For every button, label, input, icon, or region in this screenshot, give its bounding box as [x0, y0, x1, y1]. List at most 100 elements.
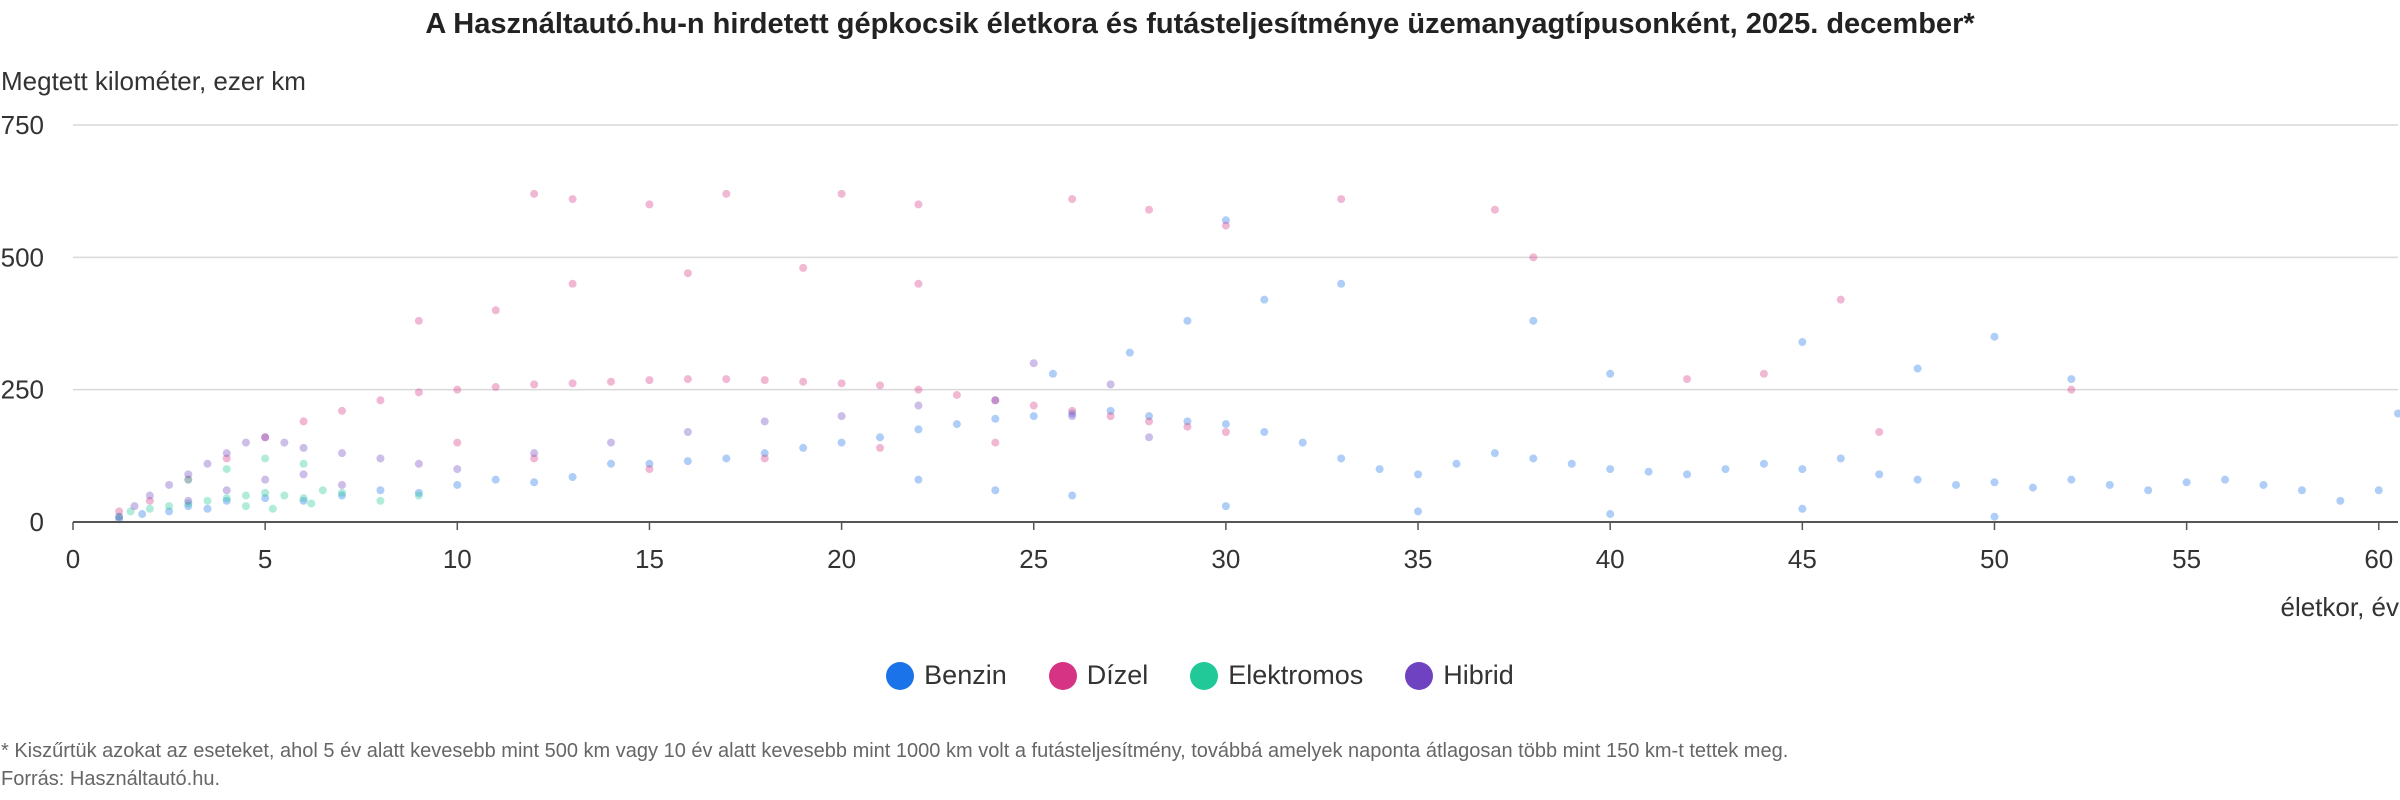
- point-dízel-36: [1068, 195, 1077, 204]
- point-dízel-24: [1029, 401, 1038, 410]
- point-hibrid-1: [130, 502, 139, 511]
- point-dízel-4: [261, 433, 270, 442]
- point-elektromos-21: [307, 499, 316, 508]
- point-benzin-2: [165, 507, 174, 516]
- point-benzin-4: [203, 504, 212, 513]
- point-hibrid-14: [453, 465, 462, 474]
- point-dízel-46: [2067, 385, 2076, 394]
- point-dízel-43: [1683, 375, 1692, 384]
- point-elektromos-16: [222, 465, 231, 474]
- point-elektromos-7: [241, 491, 250, 500]
- point-benzin-63: [1990, 332, 1999, 341]
- point-benzin-80: [1606, 510, 1615, 519]
- point-benzin-62: [2394, 409, 2400, 418]
- point-elektromos-6: [222, 494, 231, 503]
- footnote: * Kiszűrtük azokat az eseteket, ahol 5 é…: [1, 740, 1789, 762]
- legend-item-hibrid[interactable]: Hibrid: [1405, 660, 1514, 691]
- point-benzin-44: [1721, 465, 1730, 474]
- legend-item-benzin[interactable]: Benzin: [886, 660, 1007, 691]
- x-axis-label: életkor, év: [2280, 592, 2399, 622]
- point-hibrid-4: [184, 470, 193, 479]
- point-benzin-10: [414, 488, 423, 497]
- point-hibrid-11: [338, 449, 347, 458]
- point-dízel-38: [1221, 221, 1230, 230]
- point-benzin-33: [1298, 438, 1307, 447]
- point-dízel-7: [376, 396, 385, 405]
- point-benzin-11: [453, 480, 462, 489]
- point-benzin-61: [2374, 486, 2383, 495]
- point-benzin-29: [1145, 412, 1154, 421]
- point-hibrid-29: [1029, 359, 1038, 368]
- point-benzin-41: [1606, 465, 1615, 474]
- point-elektromos-15: [184, 475, 193, 484]
- gridlines: [73, 124, 2398, 391]
- point-hibrid-26: [261, 475, 270, 484]
- point-dízel-12: [568, 379, 577, 388]
- point-benzin-71: [1260, 295, 1269, 304]
- point-hibrid-25: [222, 486, 231, 495]
- point-elektromos-11: [318, 486, 327, 495]
- point-benzin-76: [991, 486, 1000, 495]
- x-tick-label-20: 20: [827, 544, 856, 574]
- point-benzin-67: [1606, 369, 1615, 378]
- point-benzin-30: [1183, 417, 1192, 426]
- point-benzin-18: [722, 454, 731, 463]
- point-benzin-54: [2105, 480, 2114, 489]
- point-hibrid-20: [914, 401, 923, 410]
- point-hibrid-10: [299, 443, 308, 452]
- point-benzin-34: [1337, 454, 1346, 463]
- point-benzin-46: [1798, 465, 1807, 474]
- x-tick-label-5: 5: [258, 544, 272, 574]
- source-note: Forrás: Használtautó.hu.: [1, 768, 220, 790]
- legend-label-hibrid: Hibrid: [1443, 660, 1514, 690]
- point-dízel-53: [645, 465, 654, 474]
- y-axis-ticks: 0 250 500 750: [1, 110, 44, 537]
- point-benzin-75: [1068, 491, 1077, 500]
- legend-dot-dizel: [1048, 661, 1077, 690]
- point-benzin-28: [1106, 406, 1115, 415]
- point-dízel-49: [683, 269, 692, 278]
- point-benzin-7: [299, 496, 308, 505]
- point-dízel-32: [645, 200, 654, 209]
- series-benzin: [115, 216, 2400, 524]
- point-dízel-26: [1106, 412, 1115, 421]
- point-dízel-18: [799, 377, 808, 386]
- point-dízel-48: [568, 279, 577, 288]
- x-tick-label-10: 10: [443, 544, 472, 574]
- point-elektromos-17: [261, 454, 270, 463]
- point-benzin-31: [1221, 420, 1230, 429]
- legend-item-elektromos[interactable]: Elektromos: [1190, 660, 1363, 691]
- point-dízel-8: [414, 388, 423, 397]
- point-dízel-52: [414, 316, 423, 325]
- point-dízel-14: [645, 376, 654, 385]
- point-benzin-52: [2028, 483, 2037, 492]
- point-benzin-74: [1048, 369, 1057, 378]
- point-benzin-65: [1913, 364, 1922, 373]
- point-dízel-5: [299, 417, 308, 426]
- y-tick-label-750: 750: [1, 110, 44, 140]
- point-benzin-8: [338, 491, 347, 500]
- point-hibrid-17: [683, 428, 692, 437]
- point-benzin-69: [1337, 279, 1346, 288]
- point-dízel-31: [568, 195, 577, 204]
- point-dízel-39: [1337, 195, 1346, 204]
- point-hibrid-30: [1106, 380, 1115, 389]
- point-benzin-60: [2336, 496, 2345, 505]
- y-axis-label: Megtett kilométer, ezer km: [1, 66, 306, 96]
- point-benzin-48: [1875, 470, 1884, 479]
- point-elektromos-10: [299, 494, 308, 503]
- legend-item-dizel[interactable]: Dízel: [1048, 660, 1148, 691]
- series-hibrid: [115, 359, 1154, 521]
- point-dízel-50: [799, 263, 808, 272]
- x-tick-label-0: 0: [66, 544, 80, 574]
- point-benzin-21: [837, 438, 846, 447]
- point-benzin-26: [1029, 412, 1038, 421]
- point-benzin-5: [222, 496, 231, 505]
- point-hibrid-16: [607, 438, 616, 447]
- point-hibrid-8: [261, 433, 270, 442]
- data-points: [115, 189, 2400, 524]
- point-dízel-16: [722, 375, 731, 384]
- point-benzin-22: [876, 433, 885, 442]
- x-tick-label-25: 25: [1019, 544, 1048, 574]
- point-benzin-36: [1414, 470, 1423, 479]
